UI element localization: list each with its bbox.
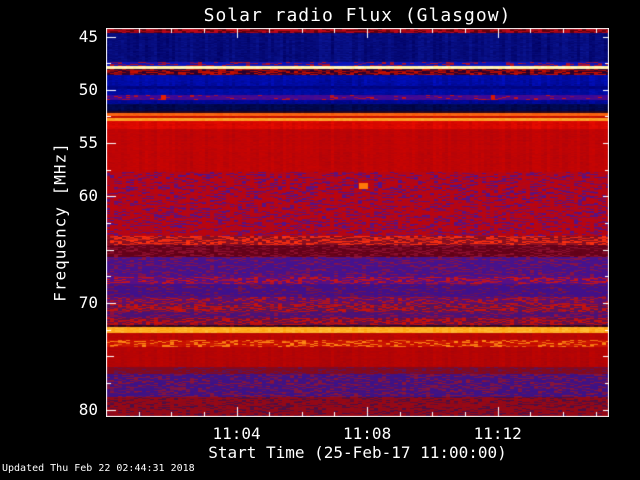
spectrogram-heatmap — [106, 28, 609, 417]
y-axis-title: Frequency [MHz] — [50, 142, 70, 302]
y-tick-label-80: 80 — [78, 399, 98, 419]
y-tick-label-50: 50 — [78, 79, 98, 99]
y-tick-label-55: 55 — [78, 133, 98, 153]
y-tick-label-60: 60 — [78, 186, 98, 206]
x-axis-title: Start Time (25-Feb-17 11:00:00) — [208, 443, 507, 462]
updated-timestamp: Updated Thu Feb 22 02:44:31 2018 — [2, 463, 195, 474]
y-tick-label-45: 45 — [78, 26, 98, 46]
x-tick-label-11:12: 11:12 — [473, 424, 522, 443]
x-tick-label-11:08: 11:08 — [343, 424, 392, 443]
chart-title: Solar radio Flux (Glasgow) — [203, 5, 512, 26]
x-tick-label-11:04: 11:04 — [212, 424, 261, 443]
y-tick-label-70: 70 — [78, 292, 98, 312]
